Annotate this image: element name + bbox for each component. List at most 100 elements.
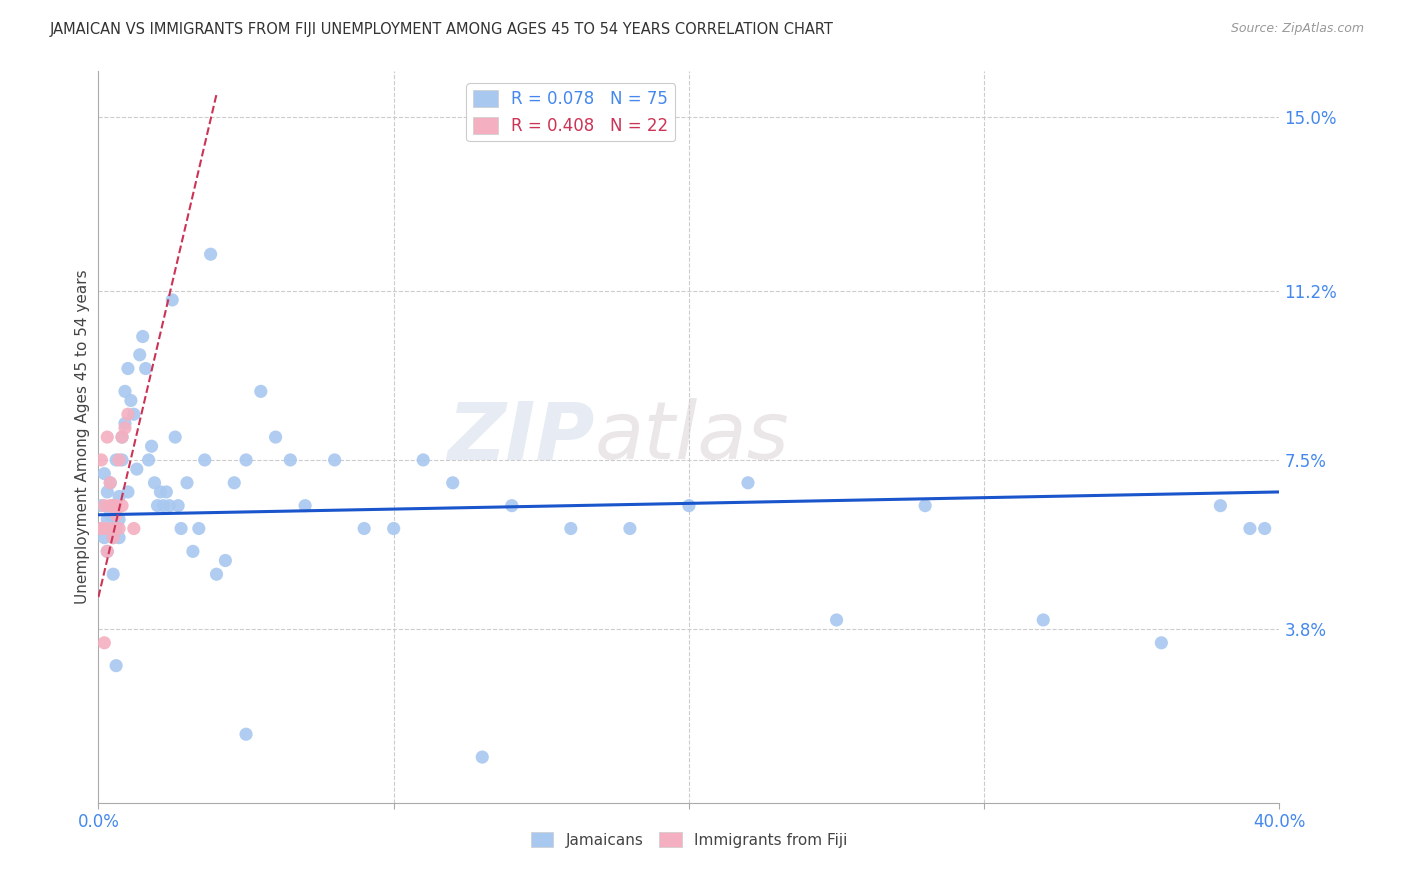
Point — [98, 475, 121, 490]
Point — [90, 499, 112, 513]
Point — [103, 531, 125, 545]
Point — [96, 485, 118, 500]
Point — [152, 499, 174, 513]
Point — [90, 453, 112, 467]
Point — [162, 293, 183, 307]
Point — [560, 521, 582, 535]
Point — [132, 329, 155, 343]
Point — [103, 521, 125, 535]
Point — [122, 407, 145, 421]
Point — [235, 453, 257, 467]
Point — [165, 430, 187, 444]
Point — [96, 430, 118, 444]
Point — [93, 467, 115, 481]
Point — [103, 499, 125, 513]
Point — [1032, 613, 1054, 627]
Point — [737, 475, 759, 490]
Point — [90, 521, 112, 535]
Point — [619, 521, 641, 535]
Point — [108, 512, 131, 526]
Point — [914, 499, 936, 513]
Point — [194, 453, 217, 467]
Point — [501, 499, 523, 513]
Point — [678, 499, 700, 513]
Point — [149, 485, 172, 500]
Point — [108, 521, 131, 535]
Point — [280, 453, 302, 467]
Point — [98, 499, 121, 513]
Point — [90, 521, 112, 535]
Point — [138, 453, 160, 467]
Point — [105, 658, 128, 673]
Text: Source: ZipAtlas.com: Source: ZipAtlas.com — [1230, 22, 1364, 36]
Point — [157, 499, 180, 513]
Legend: Jamaicans, Immigrants from Fiji: Jamaicans, Immigrants from Fiji — [524, 825, 853, 854]
Point — [108, 453, 131, 467]
Point — [323, 453, 346, 467]
Point — [111, 430, 134, 444]
Point — [205, 567, 228, 582]
Point — [146, 499, 169, 513]
Point — [294, 499, 316, 513]
Point — [176, 475, 198, 490]
Point — [141, 439, 163, 453]
Point — [103, 567, 125, 582]
Point — [167, 499, 190, 513]
Point — [155, 485, 177, 500]
Point — [441, 475, 464, 490]
Point — [353, 521, 375, 535]
Point — [98, 508, 121, 522]
Point — [103, 521, 125, 535]
Y-axis label: Unemployment Among Ages 45 to 54 years: Unemployment Among Ages 45 to 54 years — [75, 269, 90, 605]
Point — [200, 247, 222, 261]
Point — [135, 361, 157, 376]
Point — [128, 348, 150, 362]
Text: JAMAICAN VS IMMIGRANTS FROM FIJI UNEMPLOYMENT AMONG AGES 45 TO 54 YEARS CORRELAT: JAMAICAN VS IMMIGRANTS FROM FIJI UNEMPLO… — [49, 22, 834, 37]
Point — [98, 475, 121, 490]
Point — [111, 430, 134, 444]
Point — [111, 499, 134, 513]
Point — [235, 727, 257, 741]
Point — [96, 512, 118, 526]
Point — [105, 508, 128, 522]
Point — [117, 407, 139, 421]
Point — [103, 531, 125, 545]
Point — [117, 485, 139, 500]
Point — [103, 499, 125, 513]
Point — [382, 521, 405, 535]
Point — [96, 521, 118, 535]
Point — [114, 421, 136, 435]
Point — [93, 499, 115, 513]
Point — [108, 490, 131, 504]
Point — [1254, 521, 1277, 535]
Point — [114, 417, 136, 431]
Point — [264, 430, 287, 444]
Point — [224, 475, 246, 490]
Point — [1209, 499, 1232, 513]
Point — [105, 521, 128, 535]
Point — [1239, 521, 1261, 535]
Point — [105, 453, 128, 467]
Point — [111, 453, 134, 467]
Point — [96, 544, 118, 558]
Point — [93, 531, 115, 545]
Point — [108, 531, 131, 545]
Point — [825, 613, 848, 627]
Point — [93, 636, 115, 650]
Point — [187, 521, 209, 535]
Point — [1150, 636, 1173, 650]
Point — [181, 544, 204, 558]
Text: atlas: atlas — [595, 398, 789, 476]
Point — [125, 462, 148, 476]
Point — [122, 521, 145, 535]
Point — [105, 499, 128, 513]
Point — [143, 475, 166, 490]
Point — [90, 521, 112, 535]
Point — [170, 521, 193, 535]
Point — [250, 384, 273, 399]
Point — [117, 361, 139, 376]
Point — [96, 544, 118, 558]
Point — [214, 553, 236, 567]
Text: ZIP: ZIP — [447, 398, 595, 476]
Point — [412, 453, 434, 467]
